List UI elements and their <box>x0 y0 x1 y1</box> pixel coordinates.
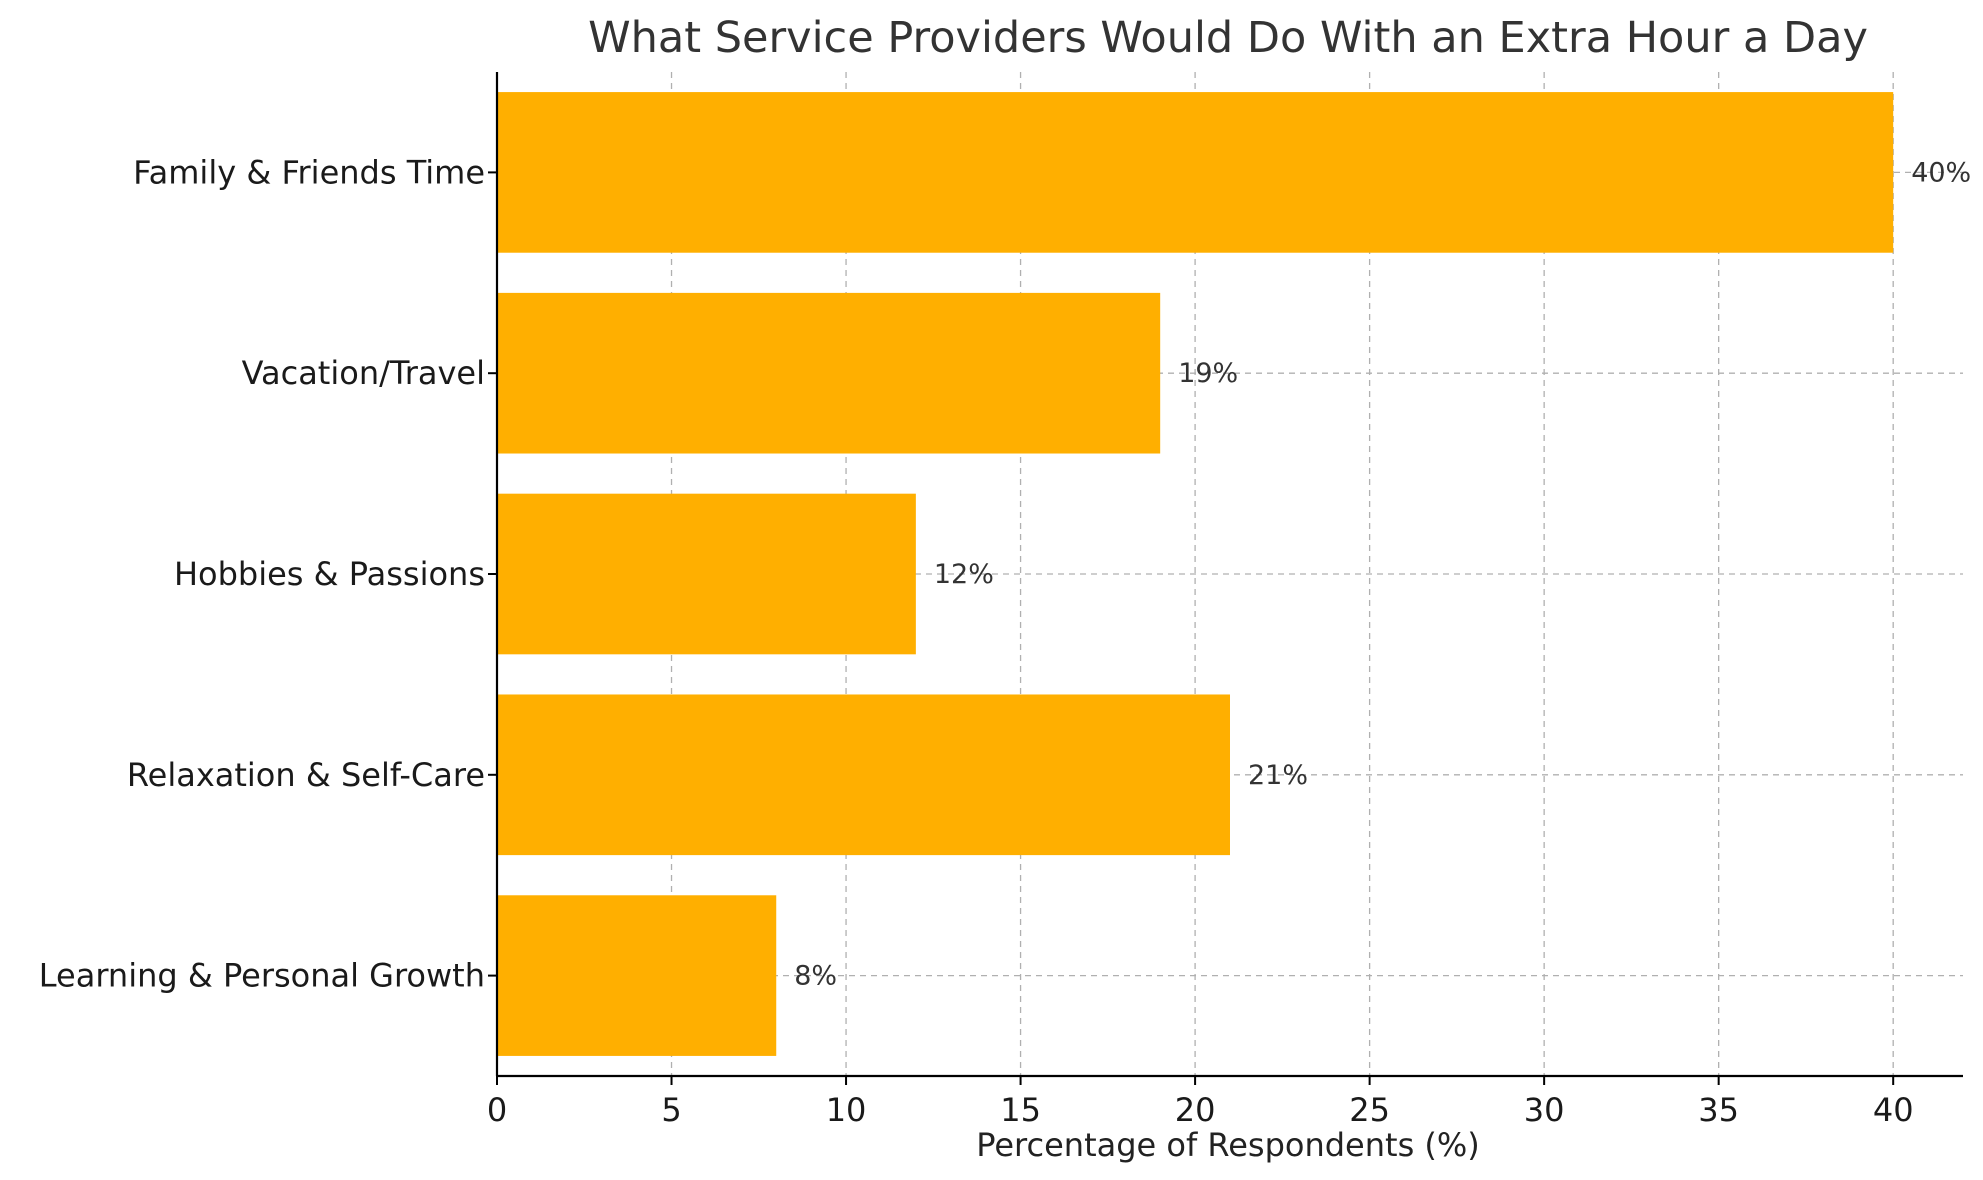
x-tick-label: 30 <box>1524 1091 1565 1129</box>
bar <box>497 92 1894 253</box>
axes <box>488 72 1963 1085</box>
bar <box>497 493 916 655</box>
x-axis-label: Percentage of Respondents (%) <box>976 1126 1480 1164</box>
category-label: Hobbies & Passions <box>174 555 485 593</box>
bar <box>497 694 1230 856</box>
bar-value-label: 12% <box>934 559 994 590</box>
category-label: Family & Friends Time <box>133 153 485 191</box>
x-tick-label: 0 <box>487 1091 507 1129</box>
bars <box>497 92 1894 1056</box>
x-tick-label: 15 <box>1000 1091 1041 1129</box>
bar-value-label: 40% <box>1911 157 1971 188</box>
bar-value-label: 19% <box>1178 358 1238 389</box>
x-tick-label: 35 <box>1698 1091 1739 1129</box>
bar <box>497 895 777 1056</box>
x-tick-label: 40 <box>1873 1091 1914 1129</box>
x-tick-label: 20 <box>1175 1091 1216 1129</box>
bar-value-label: 8% <box>794 961 837 992</box>
category-label: Relaxation & Self-Care <box>127 756 485 794</box>
bar <box>497 292 1161 454</box>
labels: What Service Providers Would Do With an … <box>39 13 1971 1164</box>
chart-title: What Service Providers Would Do With an … <box>588 13 1868 63</box>
x-tick-label: 10 <box>826 1091 867 1129</box>
category-label: Learning & Personal Growth <box>39 957 485 995</box>
x-tick-label: 25 <box>1349 1091 1390 1129</box>
bar-value-label: 21% <box>1248 760 1308 791</box>
x-tick-label: 5 <box>661 1091 681 1129</box>
category-label: Vacation/Travel <box>242 354 485 392</box>
